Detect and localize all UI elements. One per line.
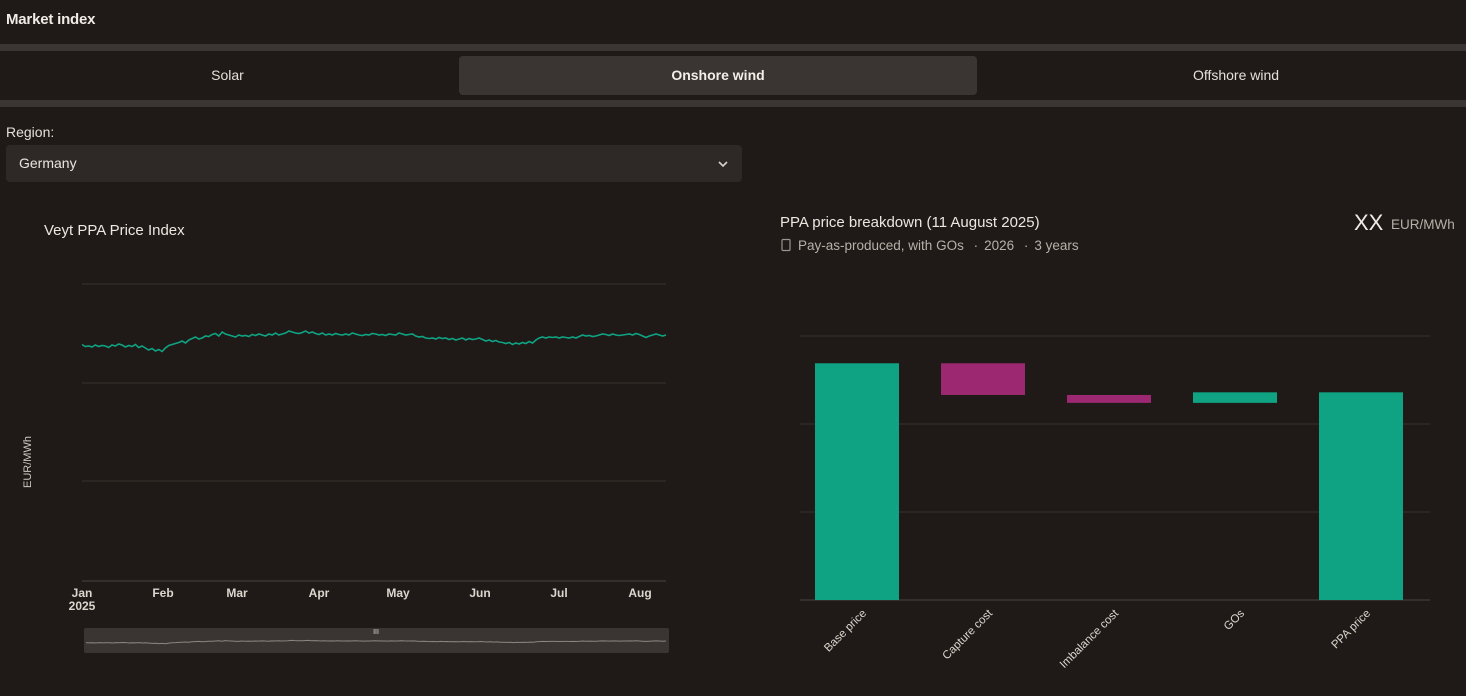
page-title: Market index (6, 11, 96, 28)
line-chart-ylabel: EUR/MWh (22, 436, 34, 488)
ppa-index-line (81, 330, 667, 353)
region-label: Region: (6, 124, 55, 140)
line-chart-title: Veyt PPA Price Index (44, 222, 185, 239)
chevron-down-icon (718, 161, 728, 168)
region-select[interactable]: Germany (6, 145, 742, 182)
line-chart: EUR/MWh Jan 2025 Feb Mar Apr May Jun Jul Aug III (22, 283, 669, 653)
divider-tabs (0, 100, 1466, 107)
bar-ppa-price[interactable] (1319, 392, 1403, 600)
x-tick-label: Mar (226, 586, 248, 600)
category-label: Capture cost (941, 607, 996, 662)
x-tick-label: Apr (309, 586, 330, 600)
bar-imbalance-cost[interactable] (1067, 394, 1151, 403)
navigator-handle[interactable]: III (373, 629, 379, 636)
tab-solar[interactable]: Solar (211, 67, 244, 83)
tab-onshore-wind[interactable]: Onshore wind (459, 56, 977, 95)
region-selected-value: Germany (19, 155, 77, 171)
breakdown-chart: Base price Capture cost Imbalance cost GOs P… (800, 335, 1430, 671)
x-tick-label: Feb (152, 586, 173, 600)
subtitle-separator: · (1023, 238, 1029, 253)
technology-tabs: Solar Onshore wind Offshore wind (0, 51, 1466, 100)
breakdown-chart-title: PPA price breakdown (11 August 2025) (780, 214, 1040, 231)
tab-offshore-wind[interactable]: Offshore wind (1192, 67, 1280, 83)
bar-base-price[interactable] (815, 363, 899, 600)
subtitle-separator: · (973, 238, 979, 253)
category-label: Base price (822, 608, 869, 655)
divider-top (0, 44, 1466, 51)
category-label: PPA price (1330, 608, 1374, 652)
category-label: GOs (1222, 607, 1247, 632)
ppa-price-unit: EUR/MWh (1391, 217, 1455, 232)
x-tick-label: Jan 2025 (69, 586, 96, 613)
x-tick-label: Jun (469, 586, 490, 600)
x-tick-label: May (386, 586, 410, 600)
document-icon (781, 238, 791, 252)
bar-capture-cost[interactable] (941, 363, 1025, 395)
navigator-series (85, 639, 667, 645)
ppa-price-value: XX (1354, 210, 1384, 235)
breakdown-subtitle: Pay-as-produced, with GOs · 2026 · 3 years (780, 238, 1079, 253)
bar-gos[interactable] (1193, 392, 1277, 403)
category-label: Imbalance cost (1058, 607, 1122, 671)
contract-type: Pay-as-produced, with GOs (798, 238, 964, 253)
x-tick-label: Jul (550, 586, 567, 600)
tenor: 3 years (1034, 238, 1079, 253)
delivery-year: 2026 (984, 238, 1015, 253)
page-header: Market index (0, 0, 1466, 44)
x-tick-label: Aug (628, 586, 651, 600)
